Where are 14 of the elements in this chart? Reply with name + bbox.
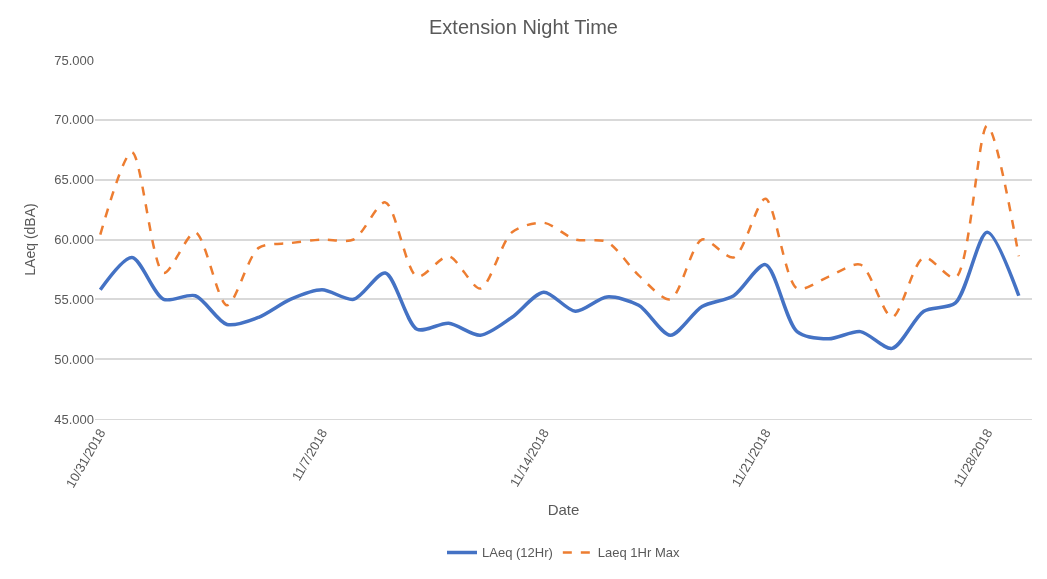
y-tick-label: 75.000 [54,52,94,68]
y-tick-label: 60.000 [54,232,94,248]
y-tick-label: 65.000 [54,172,94,188]
chart-title: Extension Night Time [429,16,618,39]
y-axis-title: LAeq (dBA) [21,203,38,276]
legend-label: Laeq 1Hr Max [597,545,680,561]
line-series [98,230,1021,351]
legend-label: LAeq (12Hr) [482,545,553,561]
y-tick-label: 45.000 [54,411,94,427]
x-axis-title: Date [547,501,580,519]
y-tick-label: 55.000 [54,291,94,307]
y-tick-label: 70.000 [54,112,94,128]
y-tick-label: 50.000 [54,351,94,367]
line-series [99,124,1021,319]
